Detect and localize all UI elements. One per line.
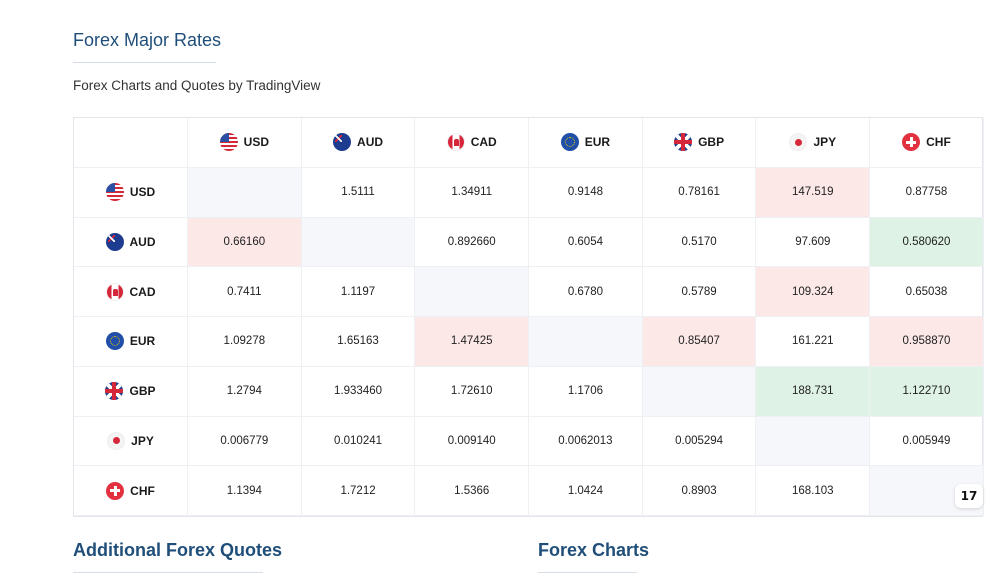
rate-cell[interactable]: 1.47425 (415, 317, 530, 367)
currency-code: CAD (129, 284, 156, 299)
switzerland-flag-icon (106, 481, 125, 500)
eu-flag-icon (560, 133, 579, 152)
rate-cell (415, 267, 530, 317)
rate-cell[interactable]: 1.5111 (301, 167, 416, 218)
rate-cell[interactable]: 0.958870 (870, 317, 984, 367)
australia-flag-icon (105, 232, 124, 251)
currency-code: GBP (129, 384, 156, 399)
rate-cell (301, 217, 416, 268)
column-header-gbp[interactable]: GBP (642, 118, 757, 168)
additional-forex-quotes-heading: Additional Forex Quotes (73, 540, 282, 573)
rate-cell[interactable]: 161.221 (756, 317, 871, 367)
rate-cell[interactable]: 1.5366 (415, 466, 530, 516)
rate-cell (529, 317, 643, 367)
rate-cell (188, 167, 302, 218)
row-header-usd[interactable]: USD (74, 167, 188, 218)
row-header-aud[interactable]: AUD (74, 217, 188, 268)
rate-cell[interactable]: 188.731 (756, 366, 871, 417)
currency-code: USD (243, 135, 270, 150)
row-header-eur[interactable]: EUR (74, 317, 188, 367)
us-flag-icon (219, 133, 238, 152)
us-flag-icon (105, 183, 124, 202)
row-header-chf[interactable]: CHF (74, 466, 188, 516)
column-header-cad[interactable]: CAD (415, 118, 530, 168)
rate-cell[interactable]: 0.010241 (301, 416, 416, 467)
currency-code: USD (129, 185, 156, 200)
eu-flag-icon (105, 332, 124, 351)
page-title: Forex Major Rates (73, 30, 221, 63)
currency-code: GBP (698, 135, 725, 150)
rate-cell[interactable]: 0.005294 (642, 416, 757, 467)
currency-code: CHF (130, 483, 155, 498)
tradingview-logo-icon[interactable]: 17 (955, 484, 983, 508)
currency-code: JPY (813, 135, 837, 150)
rate-cell[interactable]: 97.609 (756, 217, 871, 268)
currency-code: JPY (131, 433, 154, 448)
rate-cell[interactable]: 1.65163 (301, 317, 416, 367)
rate-cell[interactable]: 109.324 (756, 267, 871, 317)
uk-flag-icon (105, 382, 124, 401)
rate-cell[interactable]: 0.009140 (415, 416, 530, 467)
rate-cell[interactable]: 0.9148 (529, 167, 643, 218)
rate-cell[interactable]: 0.005949 (870, 416, 984, 467)
currency-code: EUR (129, 334, 156, 349)
rate-cell[interactable]: 1.2794 (188, 366, 302, 417)
row-header-jpy[interactable]: JPY (74, 416, 188, 467)
column-header-aud[interactable]: AUD (301, 118, 416, 168)
japan-flag-icon (789, 133, 808, 152)
rate-cell[interactable]: 1.1394 (188, 466, 302, 516)
column-header-chf[interactable]: CHF (870, 118, 984, 168)
currency-code: AUD (129, 234, 156, 249)
australia-flag-icon (333, 133, 352, 152)
rate-cell[interactable]: 1.0424 (529, 466, 643, 516)
canada-flag-icon (105, 282, 124, 301)
rate-cell[interactable]: 1.933460 (301, 366, 416, 417)
widget-subtitle[interactable]: Forex Charts and Quotes by TradingView (73, 78, 321, 93)
rate-cell[interactable]: 147.519 (756, 167, 871, 218)
rate-cell (642, 366, 757, 417)
rate-cell (756, 416, 871, 467)
currency-code: EUR (584, 135, 611, 150)
currency-code: AUD (357, 135, 384, 150)
rate-cell[interactable]: 1.1706 (529, 366, 643, 417)
canada-flag-icon (446, 133, 465, 152)
rate-cell[interactable]: 0.5789 (642, 267, 757, 317)
rate-cell[interactable]: 0.85407 (642, 317, 757, 367)
rate-cell[interactable]: 168.103 (756, 466, 871, 516)
rate-cell[interactable]: 1.72610 (415, 366, 530, 417)
table-corner (74, 118, 188, 168)
forex-cross-rates-table: USD AUD CAD EUR GBP JPY CHF USD 1.5111 1.34911 0.9… (73, 117, 984, 517)
currency-code: CAD (470, 135, 497, 150)
switzerland-flag-icon (902, 133, 921, 152)
forex-charts-heading: Forex Charts (538, 540, 649, 573)
rate-cell[interactable]: 1.09278 (188, 317, 302, 367)
uk-flag-icon (674, 133, 693, 152)
rate-cell[interactable]: 0.65038 (870, 267, 984, 317)
column-header-jpy[interactable]: JPY (756, 118, 871, 168)
rate-cell[interactable]: 1.122710 (870, 366, 984, 417)
rate-cell[interactable]: 0.78161 (642, 167, 757, 218)
row-header-gbp[interactable]: GBP (74, 366, 188, 417)
rate-cell[interactable]: 0.7411 (188, 267, 302, 317)
rate-cell[interactable]: 0.6054 (529, 217, 643, 268)
rate-cell[interactable]: 0.5170 (642, 217, 757, 268)
rate-cell[interactable]: 0.0062013 (529, 416, 643, 467)
rate-cell[interactable]: 0.87758 (870, 167, 984, 218)
currency-code: CHF (926, 135, 951, 150)
column-header-usd[interactable]: USD (188, 118, 302, 168)
rate-cell[interactable]: 0.580620 (870, 217, 984, 268)
rate-cell[interactable]: 0.66160 (188, 217, 302, 268)
rate-cell[interactable]: 0.8903 (642, 466, 757, 516)
rate-cell[interactable]: 0.892660 (415, 217, 530, 268)
row-header-cad[interactable]: CAD (74, 267, 188, 317)
japan-flag-icon (107, 431, 126, 450)
rate-cell[interactable]: 0.006779 (188, 416, 302, 467)
column-header-eur[interactable]: EUR (529, 118, 643, 168)
rate-cell[interactable]: 1.7212 (301, 466, 416, 516)
rate-cell[interactable]: 1.34911 (415, 167, 530, 218)
rate-cell[interactable]: 0.6780 (529, 267, 643, 317)
rate-cell[interactable]: 1.1197 (301, 267, 416, 317)
